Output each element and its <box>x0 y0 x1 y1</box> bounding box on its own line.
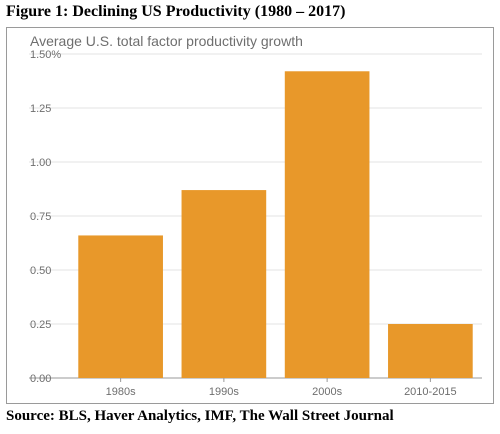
y-tick-label: 1.00 <box>30 157 51 169</box>
chart-frame: Average U.S. total factor productivity g… <box>6 27 494 404</box>
bar-chart: Average U.S. total factor productivity g… <box>29 33 482 398</box>
y-tick-label: 0.00 <box>30 373 51 385</box>
bar-2000s <box>284 71 370 378</box>
bars <box>78 71 473 378</box>
chart-subtitle: Average U.S. total factor productivity g… <box>30 33 303 49</box>
y-tick-label: 0.25 <box>30 319 51 331</box>
bar-1980s <box>78 235 163 378</box>
y-tick-label: 1.25 <box>30 103 51 115</box>
x-axis-ticks: 1980s 1990s 2000s 2010-2015 <box>106 378 457 398</box>
y-tick-label: 0.50 <box>30 265 51 277</box>
x-tick-label: 1980s <box>106 386 136 398</box>
source-note: Source: BLS, Haver Analytics, IMF, The W… <box>6 408 394 424</box>
figure-title: Figure 1: Declining US Productivity (198… <box>6 3 346 20</box>
x-tick-label: 2000s <box>312 386 342 398</box>
x-tick-label: 1990s <box>209 386 239 398</box>
y-tick-label: 0.75 <box>30 211 51 223</box>
y-axis-ticks: 0.00 0.25 0.50 0.75 1.00 1.25 1.50% <box>30 49 61 385</box>
bar-1990s <box>181 190 267 378</box>
bar-2010-2015 <box>388 324 473 378</box>
x-tick-label: 2010-2015 <box>404 386 457 398</box>
y-tick-label: 1.50% <box>30 49 61 61</box>
